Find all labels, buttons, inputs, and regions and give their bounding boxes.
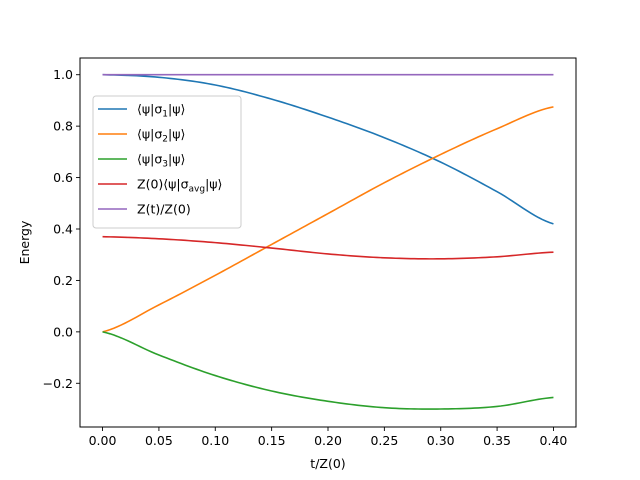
- y-tick-label: −0.2: [43, 376, 73, 391]
- legend-entry: ⟨ψ|σ1|ψ⟩: [137, 102, 185, 120]
- legend-box: [92, 95, 242, 229]
- x-tick-label: 0.25: [370, 433, 398, 448]
- legend-entry: Z(t)/Z(0): [137, 202, 191, 217]
- x-tick-label: 0.10: [201, 433, 229, 448]
- x-tick-label: 0.00: [89, 433, 117, 448]
- y-axis-label: Energy: [17, 220, 32, 264]
- y-tick-label: 0.2: [53, 273, 73, 288]
- y-tick-label: 1.0: [53, 67, 73, 82]
- x-axis-ticks: 0.00 0.05 0.10 0.15 0.20 0.25 0.30 0.35 0.40: [89, 427, 568, 448]
- y-axis-ticks: −0.2 0.0 0.2 0.4 0.6 0.8 1.0: [43, 67, 80, 391]
- x-tick-label: 0.35: [483, 433, 511, 448]
- series-line-2: [102, 106, 554, 333]
- x-tick-label: 0.05: [145, 433, 173, 448]
- legend-entry: Z(0)⟨ψ|σavg|ψ⟩: [137, 177, 222, 195]
- y-tick-label: 0.0: [53, 324, 73, 339]
- series-line-3: [102, 331, 554, 410]
- x-tick-label: 0.30: [427, 433, 455, 448]
- y-tick-label: 0.6: [53, 170, 73, 185]
- series-lines: [102, 73, 554, 410]
- x-axis-label: t/Z(0): [310, 456, 345, 471]
- series-line-4: [102, 235, 554, 260]
- x-tick-label: 0.20: [314, 433, 342, 448]
- x-tick-label: 0.15: [258, 433, 286, 448]
- legend: ⟨ψ|σ1|ψ⟩ ⟨ψ|σ2|ψ⟩ ⟨ψ|σ3|ψ⟩ Z(0)⟨ψ|σavg|ψ⟩ Z(…: [92, 95, 242, 229]
- series-line-1: [102, 73, 554, 225]
- x-tick-label: 0.40: [540, 433, 568, 448]
- legend-entry: ⟨ψ|σ2|ψ⟩: [137, 127, 185, 145]
- legend-entry: ⟨ψ|σ3|ψ⟩: [137, 152, 185, 170]
- y-tick-label: 0.8: [53, 119, 73, 134]
- y-tick-label: 0.4: [53, 222, 73, 237]
